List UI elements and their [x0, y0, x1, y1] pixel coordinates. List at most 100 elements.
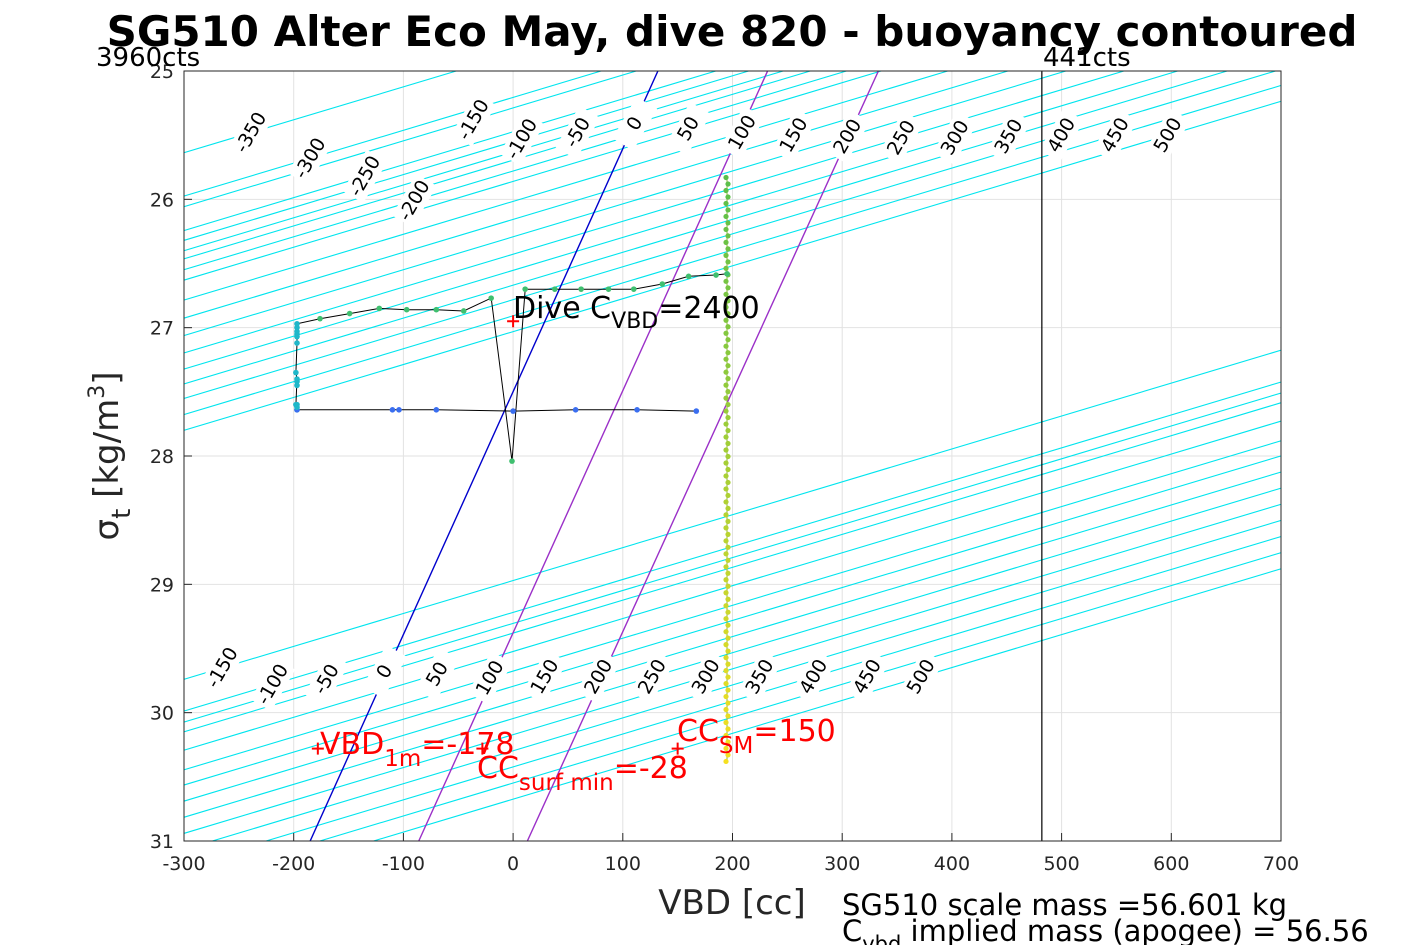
apogee-point — [725, 674, 731, 680]
apogee-point — [723, 460, 729, 466]
apogee-point — [723, 291, 729, 297]
x-tick-label: 0 — [507, 853, 519, 875]
contour-label-bg — [825, 109, 871, 164]
apogee-point — [725, 713, 731, 719]
loop-path-line — [295, 273, 728, 462]
highlight-line — [526, 71, 880, 841]
apogee-point — [723, 408, 729, 414]
contour-label-bg — [771, 108, 817, 162]
descent-point — [634, 407, 640, 413]
contour-line — [184, 71, 882, 281]
highlight-line — [309, 71, 659, 841]
apogee-point — [725, 311, 731, 317]
apogee-point — [725, 635, 731, 641]
y-label-sup: 3 — [85, 385, 110, 399]
contour-line — [319, 552, 1281, 841]
apogee-point — [725, 233, 731, 239]
contour-line — [184, 71, 811, 260]
descent-point — [572, 407, 579, 413]
apogee-point — [725, 726, 731, 732]
loop-point — [488, 295, 494, 301]
apogee-point — [725, 207, 731, 213]
loop-point — [460, 308, 467, 314]
counts-left-label: 3960cts — [96, 43, 200, 73]
loop-point — [294, 321, 300, 327]
footer-scale-mass: SG510 scale mass =56.601 kg — [842, 888, 1287, 922]
apogee-point — [725, 220, 731, 226]
x-tick-label: 300 — [824, 853, 860, 875]
y-tick-label: 25 — [150, 61, 174, 83]
contour-label-bg — [342, 149, 388, 204]
loop-point — [376, 305, 383, 312]
x-tick-label: 400 — [934, 853, 970, 875]
x-tick-label: 500 — [1043, 853, 1079, 875]
apogee-point — [725, 752, 731, 758]
loop-point — [433, 306, 440, 313]
loop-point — [294, 382, 300, 389]
apogee-point — [723, 395, 729, 401]
contour-line — [184, 487, 1281, 818]
contour-label-bg — [228, 105, 274, 160]
loop-point — [294, 328, 300, 335]
apogee-point — [725, 661, 731, 667]
apogee-point — [723, 629, 729, 635]
apogee-point — [723, 655, 729, 661]
apogee-point — [723, 200, 729, 207]
contour-label-bg — [287, 131, 333, 186]
contour-label-bg — [362, 644, 408, 699]
apogee-point — [725, 479, 731, 486]
contour-label-bg — [304, 652, 350, 707]
y-ticks: 25 26 27 28 29 30 31 — [150, 61, 192, 853]
apogee-point — [723, 616, 729, 622]
buoyancy-contours — [184, 71, 1281, 841]
contour-label-bg — [666, 101, 712, 156]
dive-cvbd-annotation: Dive CVBD=2400 — [513, 291, 760, 334]
contour-line — [184, 71, 948, 301]
apogee-point — [725, 570, 731, 576]
x-tick-label: -300 — [162, 853, 205, 875]
contour-label-bg — [898, 649, 944, 704]
contour-label-bg — [1092, 108, 1138, 162]
apogee-point — [723, 278, 729, 284]
loop-point — [294, 340, 300, 346]
apogee-point — [725, 337, 731, 343]
contour-label-bg — [391, 173, 437, 228]
apogee-point — [723, 577, 729, 583]
svg-text:σt [kg/m3]: σt [kg/m3] — [85, 372, 137, 541]
loop-point — [294, 378, 300, 385]
apogee-point — [723, 265, 729, 271]
apogee-point — [725, 440, 731, 447]
apogee-point — [723, 213, 729, 220]
descent-point — [396, 407, 402, 413]
apogee-point — [723, 382, 729, 388]
x-tick-label: -200 — [272, 853, 315, 875]
markers — [311, 315, 684, 755]
apogee-point — [723, 330, 729, 336]
contour-label-bg — [1145, 108, 1191, 162]
apogee-point — [723, 758, 729, 765]
contour-label-bg — [522, 649, 568, 704]
apogee-point — [723, 499, 729, 505]
cc-sm-annotation: CCSM=150 — [677, 714, 836, 759]
loop-point — [509, 458, 515, 464]
contour-label-bg — [467, 651, 513, 705]
contour-label-bg — [791, 649, 837, 704]
contour-label-bg — [845, 649, 890, 704]
apogee-point — [723, 369, 729, 375]
apogee-point — [723, 719, 729, 726]
contour-line — [184, 349, 1281, 680]
contour-line — [184, 71, 1276, 399]
apogee-point — [723, 745, 729, 752]
loop-point — [713, 272, 719, 278]
contour-label-bg — [250, 657, 296, 712]
contour-line — [184, 84, 1281, 416]
contour-label-bg — [451, 92, 497, 147]
contour-line — [184, 71, 716, 232]
loop-point — [294, 404, 300, 411]
contour-line — [184, 71, 1067, 337]
apogee-point — [725, 181, 731, 187]
apogee-point — [723, 603, 729, 609]
descent-point — [389, 407, 396, 413]
footer-implied-mass: Cvbd implied mass (apogee) = 56.56 — [842, 914, 1369, 945]
